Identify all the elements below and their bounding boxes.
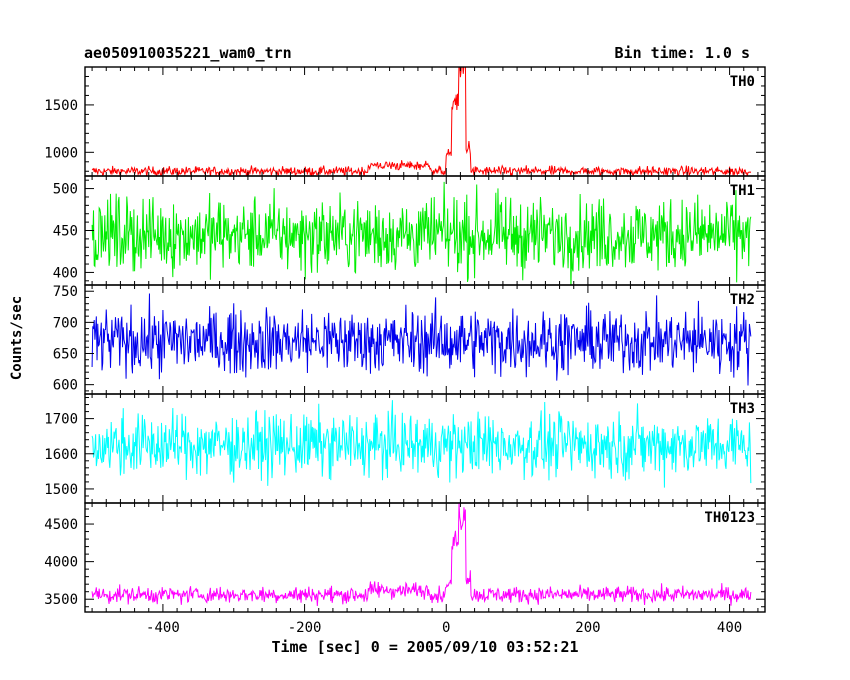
panel-label-th0123: TH0123 xyxy=(704,510,755,526)
y-tick-label: 600 xyxy=(53,378,78,394)
panel-label-th0: TH0 xyxy=(730,74,755,90)
x-tick-label: 200 xyxy=(575,620,600,636)
y-tick-label: 1000 xyxy=(44,145,78,161)
panel-label-th1: TH1 xyxy=(730,183,755,199)
y-tick-label: 400 xyxy=(53,265,78,281)
y-tick-label: 700 xyxy=(53,315,78,331)
x-tick-label: 0 xyxy=(442,620,450,636)
y-tick-label: 500 xyxy=(53,182,78,198)
y-tick-label: 750 xyxy=(53,284,78,300)
series-line-th0 xyxy=(91,67,752,176)
panel-frame-th0 xyxy=(84,66,766,177)
y-tick-label: 4000 xyxy=(44,555,78,571)
x-tick-label: -400 xyxy=(146,620,180,636)
y-tick-label: 1600 xyxy=(44,447,78,463)
x-tick-label: -200 xyxy=(288,620,322,636)
y-tick-label: 650 xyxy=(53,347,78,363)
y-tick-label: 4500 xyxy=(44,517,78,533)
series-line-th1 xyxy=(91,181,752,285)
y-tick-label: 1500 xyxy=(44,98,78,114)
y-tick-label: 3500 xyxy=(44,592,78,608)
chart-title: ae050910035221_wam0_trn xyxy=(84,44,292,62)
panel-label-th2: TH2 xyxy=(730,292,755,308)
bin-time-label: Bin time: 1.0 s xyxy=(614,44,750,62)
y-tick-label: 450 xyxy=(53,224,78,240)
panel-frame-th0123 xyxy=(84,502,766,613)
x-axis-label: Time [sec] 0 = 2005/09/10 03:52:21 xyxy=(271,638,579,656)
series-line-th3 xyxy=(91,400,752,488)
x-tick-label: 400 xyxy=(717,620,742,636)
series-line-th2 xyxy=(91,293,752,386)
panel-label-th3: TH3 xyxy=(730,401,755,417)
y-tick-label: 1500 xyxy=(44,482,78,498)
y-tick-label: 1700 xyxy=(44,412,78,428)
series-line-th0123 xyxy=(91,503,752,607)
